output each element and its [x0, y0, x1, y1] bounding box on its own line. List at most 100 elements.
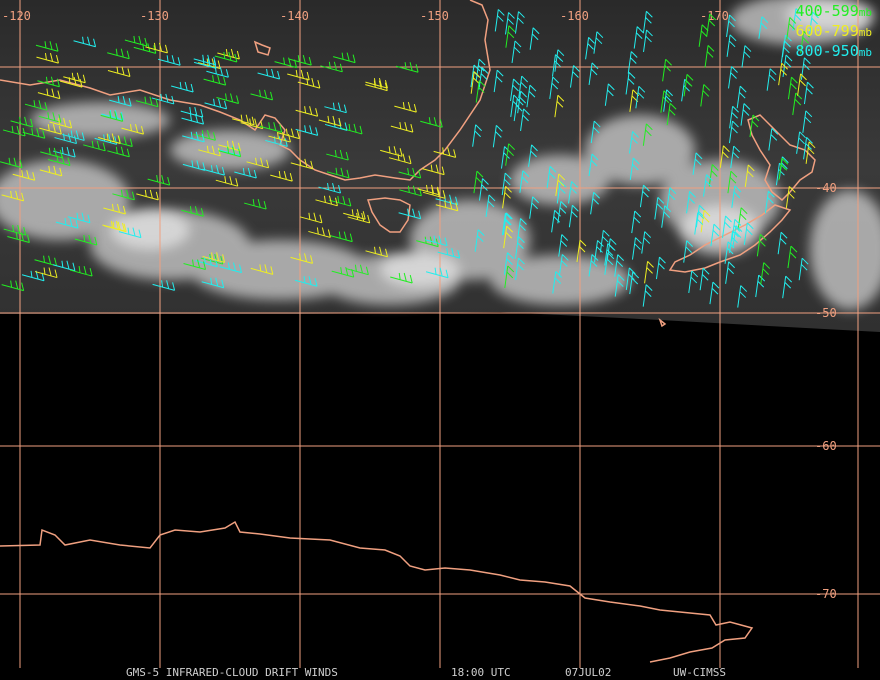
date-label: 07JUL02 [565, 666, 612, 679]
wind-barb [588, 62, 599, 85]
wind-barb [433, 147, 457, 158]
wind-barb [568, 181, 578, 204]
wind-barb [398, 208, 422, 220]
wind-barb [290, 253, 314, 264]
wind-barb [728, 120, 739, 144]
wind-barb [219, 262, 242, 274]
wind-barb [40, 147, 63, 159]
wind-barb [683, 240, 694, 263]
wind-barb [103, 203, 126, 215]
wind-barb [274, 57, 298, 69]
lat-label: -60 [815, 439, 837, 453]
wind-barb [514, 11, 525, 34]
australia-coastline [0, 0, 491, 181]
wind-barb [107, 66, 131, 77]
wind-barb [526, 84, 537, 108]
wind-barb [555, 173, 566, 197]
wind-barb [764, 190, 775, 214]
wind-barb [37, 76, 60, 88]
wind-barb [365, 78, 388, 89]
wind-barb [797, 73, 807, 96]
wind-barb [694, 212, 705, 235]
lat-label: -70 [815, 587, 837, 601]
wind-barb [118, 227, 142, 239]
wind-barb [792, 92, 803, 116]
wind-barb [737, 207, 748, 230]
wind-barb [529, 27, 540, 50]
wind-barb [39, 124, 62, 135]
wind-barb [511, 40, 522, 64]
legend-entry-600-799: 600-799mb [795, 22, 872, 40]
wind-barb [318, 115, 342, 127]
wind-barb [627, 51, 638, 74]
wind-barb [390, 121, 414, 133]
wind-barb [741, 45, 752, 68]
wind-barb [390, 272, 413, 284]
wind-barb [796, 131, 806, 154]
wind-barb [171, 81, 194, 93]
wind-barb [24, 100, 48, 111]
wind-barb [47, 155, 71, 166]
lat-label: -50 [815, 306, 837, 320]
wind-barb [107, 48, 130, 60]
wind-barb [474, 229, 485, 252]
legend-entry-400-599: 400-599mb [795, 2, 872, 20]
wind-barb [699, 267, 710, 291]
wind-barb [504, 265, 515, 288]
wind-barb [604, 83, 615, 106]
wind-barb [395, 62, 419, 73]
wind-barb [145, 42, 168, 54]
wind-barb [787, 76, 798, 100]
wind-barb [743, 222, 754, 245]
wind-barb [730, 145, 741, 169]
wind-barb [666, 187, 677, 210]
wind-barb [642, 123, 653, 146]
wind-barb [614, 254, 625, 277]
wind-barb [39, 165, 63, 177]
wind-barb [259, 122, 283, 133]
wind-barb [517, 218, 527, 241]
wind-barb [740, 103, 751, 126]
wind-barb [270, 170, 293, 182]
wind-barb [501, 172, 512, 196]
wind-barb [749, 114, 760, 138]
wind-barb [151, 93, 175, 105]
wind-barb [726, 34, 737, 57]
wind-barb [214, 51, 238, 63]
wind-barb [121, 124, 144, 135]
wind-barb [100, 111, 124, 122]
wind-barb [554, 49, 565, 72]
wind-barb [365, 246, 389, 258]
wind-barb [34, 267, 58, 279]
wind-barb [503, 252, 514, 275]
wind-barb [756, 233, 767, 257]
wind-barb [158, 55, 181, 66]
wind-barb [109, 95, 132, 107]
lon-label: -120 [2, 9, 31, 23]
wind-barb [590, 120, 601, 144]
wind-barb [639, 184, 650, 208]
wind-barb [308, 227, 331, 238]
wind-barb [295, 106, 319, 117]
wind-barb [250, 264, 274, 275]
wind-barb [136, 189, 159, 201]
wind-barb [719, 145, 730, 168]
wind-barb [193, 130, 216, 141]
tasmania-coastline [366, 197, 411, 233]
wind-barb [34, 255, 58, 267]
wind-barb [737, 285, 748, 308]
wind-barb [709, 281, 720, 305]
wind-barb [1, 280, 25, 292]
lon-label: -150 [420, 9, 449, 23]
wind-barb [529, 196, 539, 219]
wind-barb [758, 16, 769, 39]
wind-barb [324, 120, 348, 131]
wind-barb [110, 136, 133, 147]
wind-barb [290, 158, 314, 170]
wind-barb [557, 201, 568, 224]
wind-barb [629, 131, 639, 154]
wind-barb [74, 234, 98, 246]
new-zealand-south-coastline [668, 204, 792, 273]
legend-entry-800-950: 800-950mb [795, 42, 872, 60]
